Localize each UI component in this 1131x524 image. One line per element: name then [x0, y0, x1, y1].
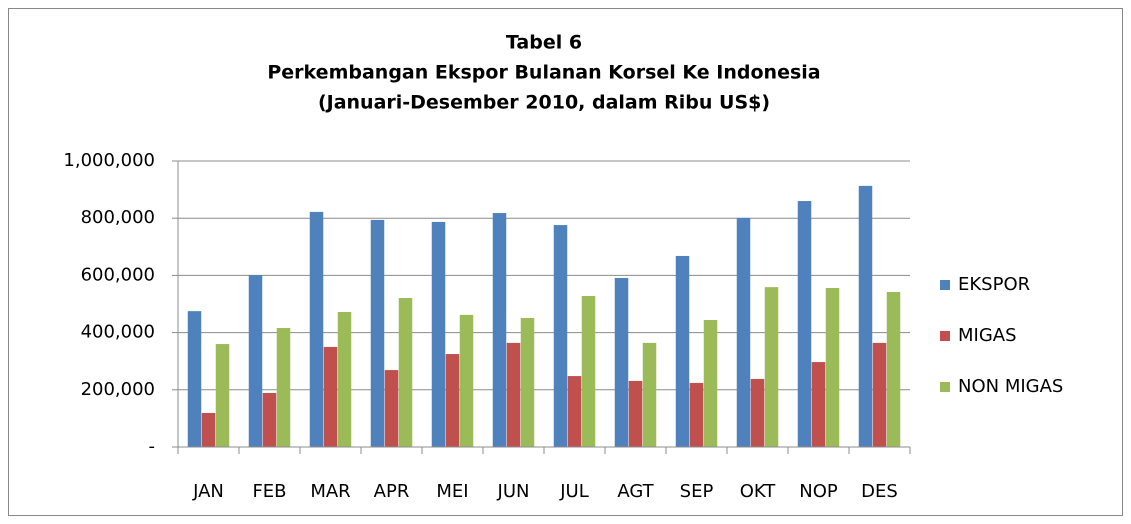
bar: [262, 392, 277, 447]
x-tick-label: MEI: [436, 481, 468, 502]
bar: [553, 225, 568, 447]
legend-label: MIGAS: [958, 325, 1017, 346]
bar: [276, 328, 291, 447]
legend-swatch: [940, 382, 950, 392]
x-tick-label: JAN: [192, 481, 224, 502]
chart-title: Tabel 6: [506, 32, 582, 54]
x-tick-label: NOP: [799, 481, 838, 502]
bar: [520, 318, 535, 447]
legend-label: NON MIGAS: [958, 376, 1063, 397]
bar: [384, 370, 399, 447]
bar: [581, 295, 596, 447]
bar: [492, 213, 507, 447]
x-tick-label: MAR: [310, 481, 350, 502]
bar: [797, 201, 812, 447]
y-tick-label: 1,000,000: [63, 150, 155, 171]
bar: [337, 312, 352, 447]
bar: [872, 342, 887, 447]
bar: [567, 376, 582, 447]
bar: [858, 185, 873, 447]
y-tick-label: 400,000: [81, 322, 155, 343]
x-tick-label: SEP: [680, 481, 714, 502]
bar: [201, 412, 216, 447]
legend-swatch: [940, 331, 950, 341]
bar: [431, 221, 446, 447]
x-tick-label: AGT: [617, 481, 654, 502]
bar: [187, 311, 202, 447]
bar: [675, 255, 690, 447]
bar: [628, 380, 643, 447]
y-tick-label: 800,000: [81, 207, 155, 228]
bar: [811, 362, 826, 447]
legend-swatch: [940, 280, 950, 290]
bar: [215, 344, 230, 447]
chart-title: Perkembangan Ekspor Bulanan Korsel Ke In…: [267, 62, 820, 84]
bar: [506, 342, 521, 447]
bar: [614, 277, 629, 447]
chart-title: (Januari-Desember 2010, dalam Ribu US$): [318, 92, 770, 114]
bar: [750, 378, 765, 447]
bar: [736, 217, 751, 447]
bar: [825, 287, 840, 447]
bar: [370, 219, 385, 447]
x-tick-label: DES: [861, 481, 898, 502]
bar: [764, 287, 779, 447]
x-tick-label: OKT: [740, 481, 777, 502]
x-tick-label: JUL: [559, 481, 589, 502]
y-tick-label: -: [149, 436, 156, 457]
x-tick-label: APR: [374, 481, 410, 502]
bar: [323, 346, 338, 447]
bar: [248, 275, 263, 447]
bar: [309, 211, 324, 447]
legend-label: EKSPOR: [958, 274, 1030, 295]
bar: [689, 382, 704, 447]
bar: [445, 354, 460, 447]
x-tick-label: JUN: [497, 481, 530, 502]
y-tick-label: 600,000: [81, 264, 155, 285]
bar: [642, 342, 657, 447]
bar: [459, 314, 474, 447]
bar: [398, 297, 413, 447]
bar: [886, 291, 901, 447]
x-tick-label: FEB: [252, 481, 286, 502]
bar: [703, 320, 718, 447]
y-tick-label: 200,000: [81, 379, 155, 400]
